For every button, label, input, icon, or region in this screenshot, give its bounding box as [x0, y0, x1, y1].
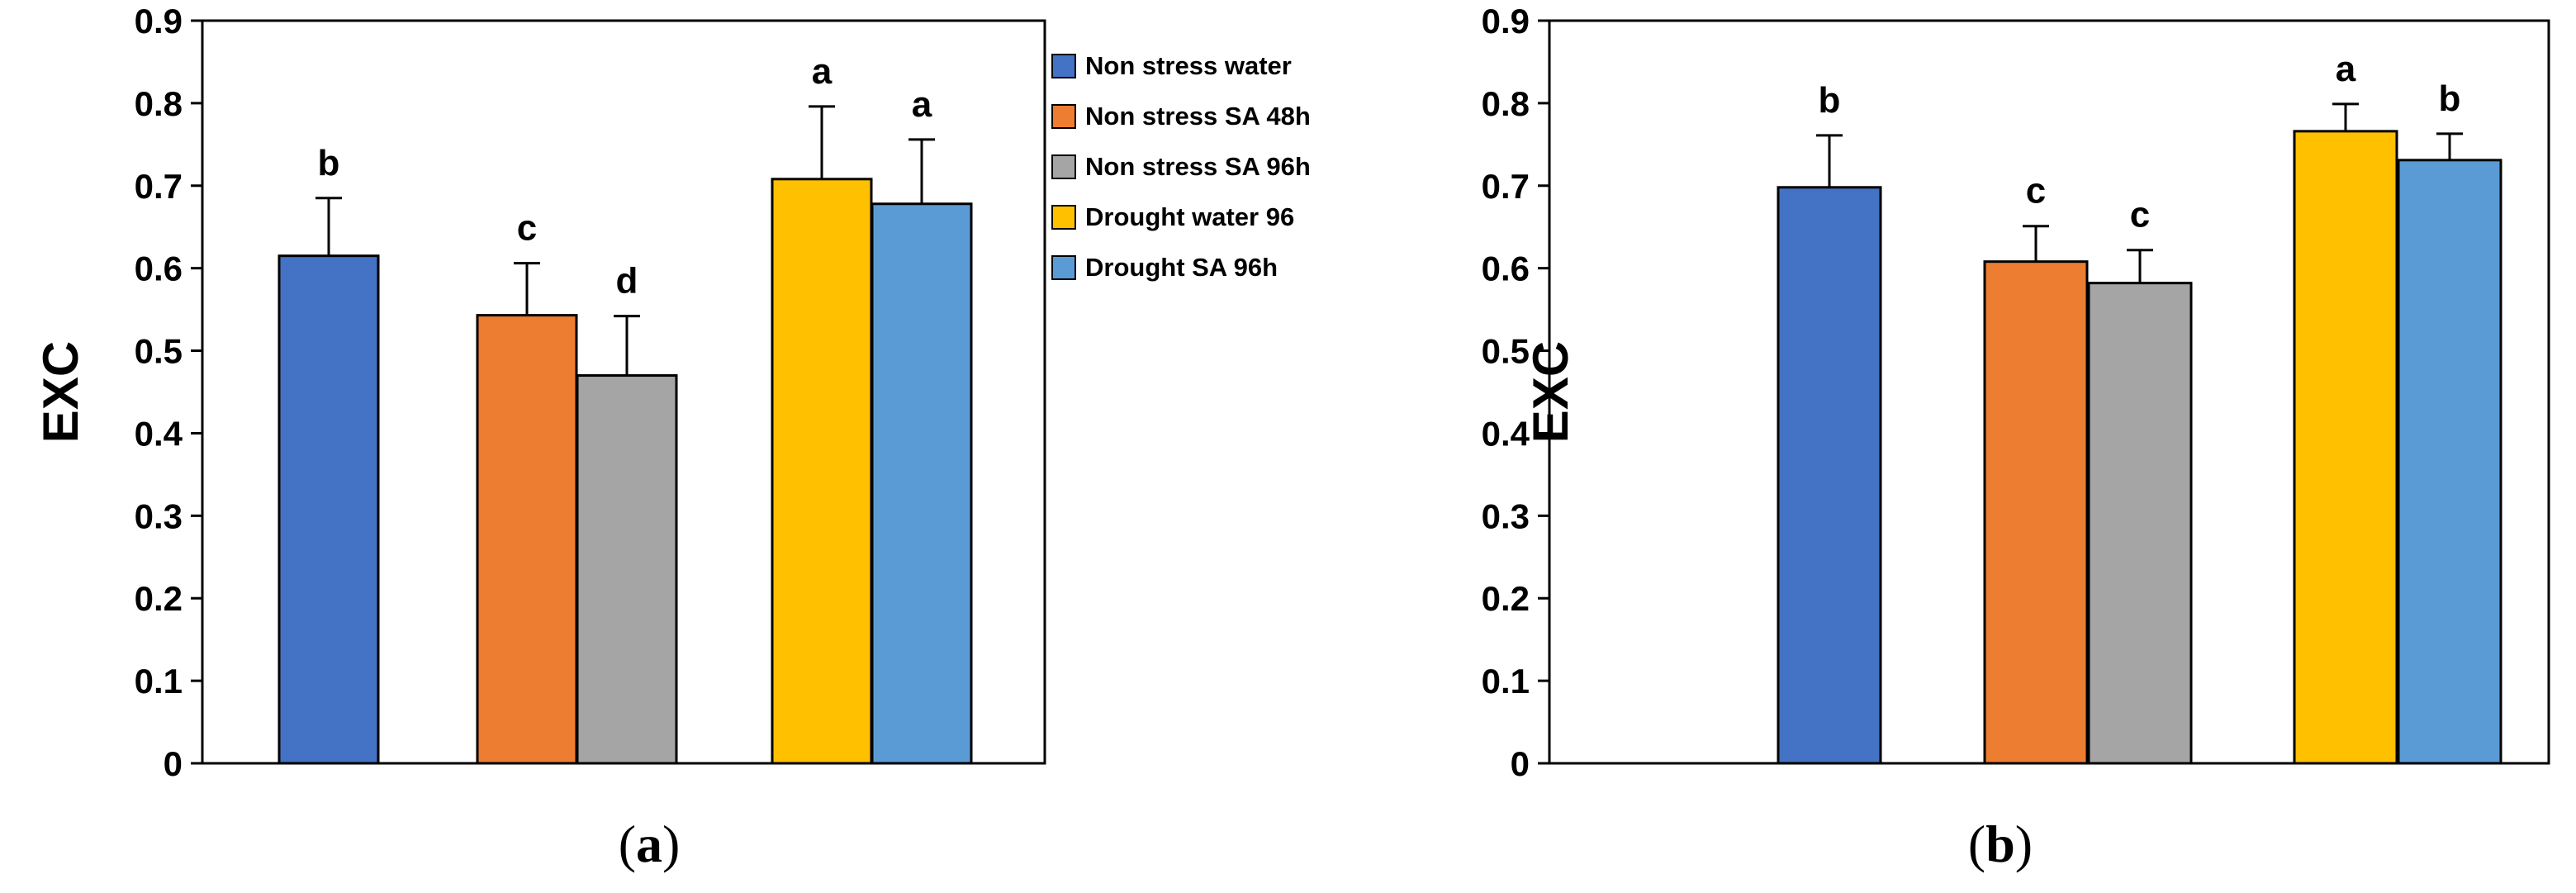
chart-panel-a: 0 0.1 0.2 0.3 0.4 0.5 0.6 0.7 0.8 0.9 EXC b c d a a — [33, 2, 1046, 783]
y-tick-label: 0.8 — [1482, 84, 1530, 123]
significance-letter: a — [2336, 49, 2356, 89]
legend-swatch — [1051, 255, 1076, 280]
legend-entry: Non stress SA 96h — [1085, 152, 1311, 181]
y-tick-label: 0.7 — [1482, 167, 1530, 206]
bar — [2293, 130, 2398, 765]
legend-entry: Non stress water — [1085, 51, 1292, 80]
legend-swatch — [1051, 54, 1076, 78]
y-axis-label: EXC — [1523, 341, 1578, 443]
significance-letter: d — [616, 261, 638, 302]
y-tick-label: 0.6 — [135, 249, 183, 288]
significance-letter: c — [2026, 171, 2046, 211]
y-tick-label: 0.3 — [135, 496, 183, 535]
y-tick-label: 0.8 — [135, 84, 183, 123]
legend-swatch — [1051, 205, 1076, 230]
bar — [576, 374, 678, 765]
legend-entry: Drought water 96 — [1085, 202, 1294, 231]
bar — [476, 314, 578, 765]
y-tick-label: 0.5 — [135, 332, 183, 371]
legend-swatch — [1051, 154, 1076, 179]
y-tick-label: 0.9 — [135, 2, 183, 40]
y-tick-label: 0.1 — [1482, 662, 1530, 701]
y-tick-label: 0.9 — [1482, 2, 1530, 40]
bar — [2397, 159, 2502, 765]
bar — [1983, 260, 2089, 765]
panel-label-a: (a) — [619, 815, 681, 873]
significance-letter: b — [1819, 80, 1841, 121]
y-tick-label: 0.2 — [135, 579, 183, 618]
legend-entry: Non stress SA 48h — [1085, 102, 1311, 131]
y-tick-label: 0.3 — [1482, 496, 1530, 535]
significance-letter: a — [912, 84, 932, 125]
y-tick-label: 0.2 — [1482, 579, 1530, 618]
y-tick-label: 0.5 — [1482, 332, 1530, 371]
bar — [278, 254, 380, 765]
bar — [1777, 186, 1882, 765]
y-tick-label: 0 — [1511, 744, 1530, 783]
y-tick-label: 0.1 — [135, 662, 183, 701]
legend-entry: Drought SA 96h — [1085, 253, 1278, 282]
significance-letter: a — [812, 51, 833, 92]
y-tick-label: 0.7 — [135, 167, 183, 206]
significance-letter: c — [2130, 195, 2150, 235]
legend: Non stress water Non stress SA 48h Non str… — [1051, 51, 1311, 282]
significance-letter: b — [318, 143, 340, 183]
y-tick-label: 0.4 — [135, 414, 183, 453]
significance-letter: b — [2439, 78, 2461, 119]
panel-label-b: (b) — [1968, 815, 2033, 873]
legend-swatch — [1051, 104, 1076, 129]
bar — [2087, 282, 2193, 765]
y-tick-label: 0.6 — [1482, 249, 1530, 288]
chart-panel-b: 0 0.1 0.2 0.3 0.4 0.5 0.6 0.7 0.8 0.9 EXC b c c a b — [1482, 2, 2550, 783]
significance-letter: c — [517, 208, 537, 249]
y-axis-label: EXC — [33, 341, 88, 443]
y-tick-label: 0.4 — [1482, 414, 1530, 453]
bar — [871, 202, 973, 765]
bar — [771, 178, 873, 765]
y-tick-label: 0 — [164, 744, 183, 783]
